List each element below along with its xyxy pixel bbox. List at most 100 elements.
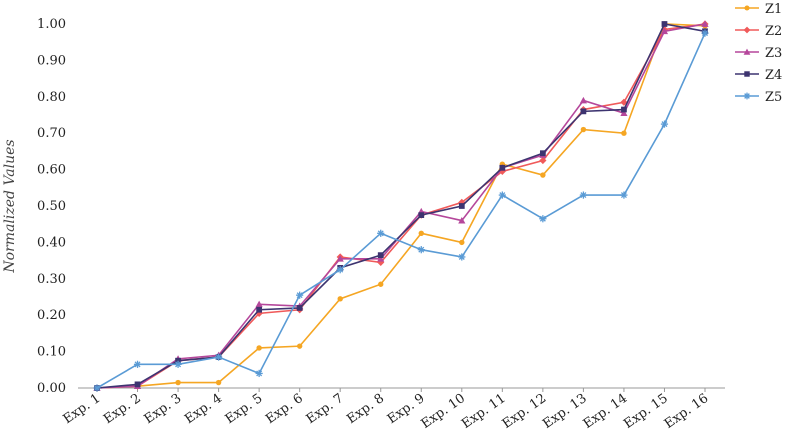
y-tick-label: 0.50 [37, 199, 66, 214]
y-tick-label: 1.00 [37, 17, 66, 32]
legend-label: Z4 [765, 68, 782, 83]
legend-marker [743, 92, 751, 100]
data-point [133, 360, 142, 368]
series-z5 [93, 29, 709, 392]
x-tick-label: Exp. 4 [182, 391, 225, 427]
series-line [96, 23, 706, 389]
series-z1 [94, 21, 708, 391]
y-tick-label: 0.90 [37, 53, 66, 68]
data-point [701, 29, 709, 37]
data-point [175, 379, 181, 386]
legend-marker [744, 71, 750, 77]
y-tick-label: 0.30 [37, 272, 66, 287]
legend-item: Z4 [735, 68, 782, 83]
data-point [256, 345, 262, 351]
data-point [620, 109, 628, 117]
data-point [215, 353, 223, 361]
data-point [621, 106, 627, 113]
data-point [418, 212, 425, 218]
data-point [459, 239, 465, 246]
legend-item: Z3 [735, 46, 782, 61]
legend-marker [743, 26, 751, 34]
y-tick-label: 0.40 [37, 235, 66, 250]
x-tick-label: Exp. 13 [540, 391, 590, 432]
x-tick-label: Exp. 1 [61, 391, 104, 427]
y-tick-label: 0.00 [37, 381, 66, 396]
data-point [539, 156, 547, 165]
x-tick-label: Exp. 6 [263, 391, 306, 427]
legend-label: Z3 [765, 46, 782, 61]
data-point [255, 369, 263, 378]
data-point [660, 120, 669, 128]
y-ticks: 0.00 0.10 0.20 0.30 0.40 0.50 0.60 0.70 0.80 0.90… [37, 17, 66, 396]
series-z3 [93, 20, 709, 391]
y-tick-label: 0.10 [37, 345, 66, 360]
data-point [134, 381, 141, 388]
data-point [580, 126, 587, 133]
series-line [96, 32, 706, 389]
data-point [215, 379, 222, 386]
x-tick-label: Exp. 7 [304, 391, 347, 427]
legend-label: Z1 [765, 2, 782, 17]
data-point [337, 296, 343, 302]
x-tick-label: Exp. 3 [142, 391, 185, 427]
legend-item: Z1 [735, 2, 782, 17]
data-point [701, 20, 709, 27]
data-point [256, 306, 263, 313]
data-point [418, 230, 424, 236]
data-point [174, 360, 182, 368]
y-tick-label: 0.20 [37, 308, 66, 323]
data-point [621, 130, 627, 136]
data-point [377, 229, 385, 237]
data-point [579, 96, 587, 104]
data-point [378, 281, 384, 287]
series-z4 [94, 21, 708, 391]
series-line [96, 23, 706, 389]
data-point [458, 203, 465, 209]
data-point [296, 343, 303, 349]
x-tick-label: Exp. 8 [344, 391, 387, 427]
data-point [296, 305, 303, 311]
data-point [377, 252, 384, 259]
x-tick-label: Exp. 15 [621, 391, 671, 432]
data-point [499, 164, 506, 171]
x-tick-label: Exp. 12 [500, 391, 550, 432]
data-point [93, 384, 101, 392]
data-point [336, 266, 344, 274]
data-point [175, 357, 181, 364]
legend: Z1 Z2 Z3 Z4 Z5 [735, 2, 782, 105]
series-line [96, 23, 706, 389]
data-point [458, 253, 466, 261]
y-axis-label-group: Normalized Values [2, 139, 18, 273]
legend-label: Z2 [765, 24, 782, 39]
x-tick-label: Exp. 2 [101, 391, 144, 427]
series-z2 [93, 20, 709, 392]
y-tick-label: 0.80 [37, 90, 66, 105]
y-tick-label: 0.70 [37, 126, 66, 141]
data-point [498, 191, 506, 199]
x-tick-label: Exp. 11 [459, 391, 509, 432]
data-point [458, 216, 466, 224]
data-point [539, 150, 546, 157]
data-point [296, 291, 304, 299]
x-tick-label: Exp. 14 [581, 391, 631, 432]
data-point [417, 246, 425, 254]
y-tick-label: 0.60 [37, 163, 66, 178]
x-tick-label: Exp. 5 [223, 391, 266, 427]
x-tick-label: Exp. 10 [419, 391, 469, 432]
data-point [620, 191, 628, 199]
data-point [660, 27, 669, 35]
legend-marker [743, 48, 751, 55]
x-tick-label: Exp. 16 [662, 391, 712, 432]
y-axis-label: Normalized Values [2, 139, 18, 273]
data-point [540, 172, 546, 178]
series-line [96, 23, 706, 389]
data-point [255, 300, 263, 308]
legend-label: Z5 [765, 90, 782, 105]
data-point [336, 255, 344, 262]
data-point [661, 21, 668, 27]
data-point [539, 215, 547, 223]
data-point [580, 108, 587, 115]
